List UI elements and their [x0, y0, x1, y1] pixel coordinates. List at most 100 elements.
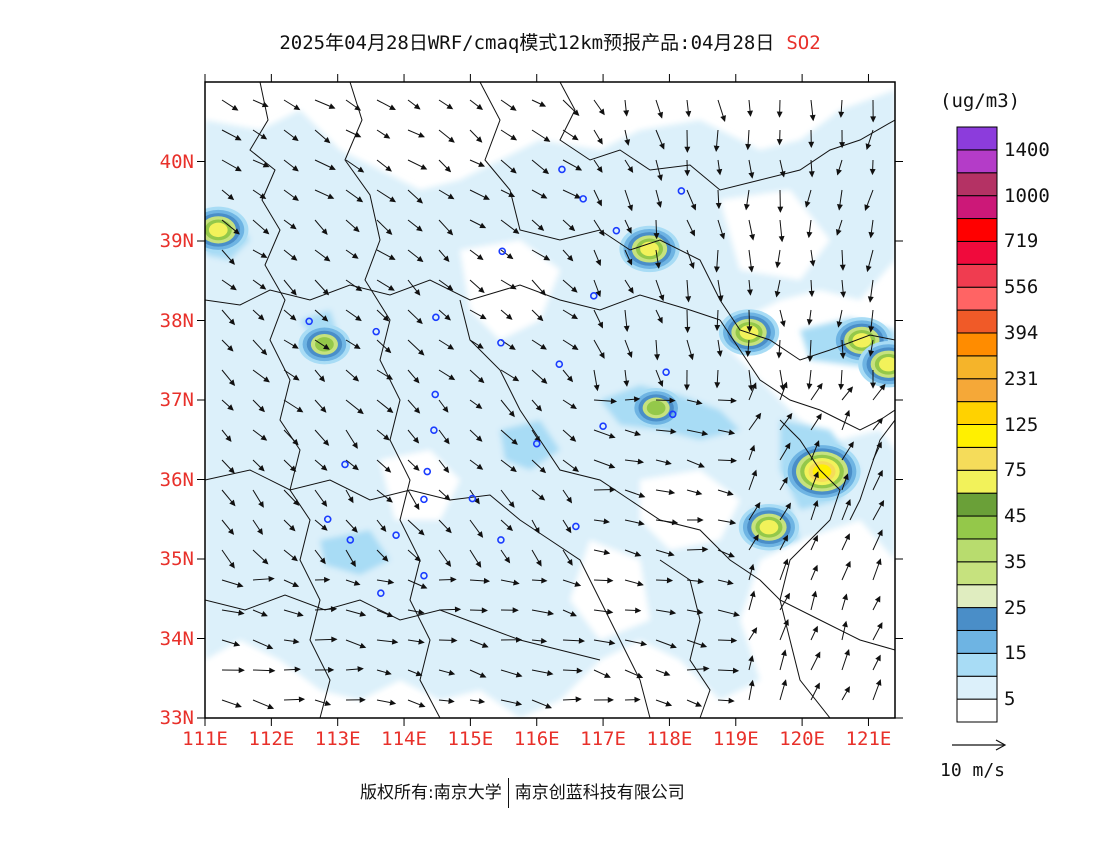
wind-arrow-head [413, 103, 421, 110]
hotspot-ring [208, 222, 228, 238]
legend-label: 1000 [1004, 184, 1050, 207]
wind-arrow-head [354, 104, 362, 111]
wind-arrow-head [566, 375, 574, 383]
wind-arrow-head [446, 103, 454, 110]
wind-arrow-head [843, 473, 849, 481]
wind-arrow-head [320, 406, 327, 413]
wind-arrow-head [685, 296, 692, 303]
wind-arrow-head [842, 593, 848, 601]
wind-arrow-head [450, 576, 457, 583]
wind-arrow-head [353, 580, 361, 586]
wind-arrow-head [806, 383, 813, 390]
wind-arrow-head [418, 638, 425, 645]
wind-arrow-head [539, 466, 547, 474]
wind-arrow-head [808, 171, 815, 178]
wind-arrow-head [845, 499, 851, 506]
wind-arrow-head [509, 104, 517, 111]
wind-arrow-head [657, 174, 663, 182]
wind-arrow-head [260, 434, 268, 441]
lon-label: 121E [845, 728, 892, 750]
pollutant-name: SO2 [786, 32, 821, 54]
wind-arrow-head [571, 313, 579, 320]
wind-arrow-head [608, 462, 616, 469]
wind-arrow-head [804, 201, 811, 208]
wind-arrow-head [714, 324, 721, 332]
wind-vectors [221, 99, 886, 710]
wind-arrow-head [716, 168, 723, 176]
wind-arrow-head [508, 501, 515, 508]
wind-arrow-head [228, 318, 236, 326]
wind-arrow-head [412, 436, 420, 444]
wind-arrow-head [420, 583, 428, 589]
wind-arrow-head [229, 499, 236, 507]
wind-arrow-head [389, 196, 397, 203]
wind-arrow-head [603, 549, 611, 556]
wind-arrow-head [593, 384, 600, 392]
wind-arrow-head [238, 667, 245, 674]
wind-arrow-head [669, 609, 677, 616]
wind-arrow-head [293, 638, 300, 645]
wind-arrow-head [751, 627, 758, 634]
wind-arrow-head [321, 315, 329, 322]
wind-arrow-head [752, 534, 759, 542]
wind-arrow-head [448, 669, 456, 676]
wind-arrow-head [292, 499, 300, 506]
wind-arrow-head [749, 233, 755, 241]
wind-arrow-head [697, 578, 705, 585]
wind-arrow-head [748, 266, 755, 273]
wind-arrow-head [475, 402, 483, 409]
wind-arrow-head [477, 531, 484, 538]
wind-arrow-head [869, 168, 876, 176]
wind-arrow-head [231, 104, 239, 111]
city-marker [668, 410, 677, 419]
wind-arrow-head [357, 166, 365, 173]
wind-arrow-head [782, 534, 788, 542]
wind-arrow-head [266, 643, 274, 650]
wind-arrow-head [416, 317, 423, 325]
lat-label: 36N [159, 468, 194, 491]
wind-arrow-head [291, 134, 299, 142]
wind-arrow-head [385, 669, 392, 676]
wind-arrow-head [389, 699, 397, 706]
wind-arrow-head [690, 203, 697, 211]
wind-arrow-head [814, 682, 820, 690]
wind-arrow-head [813, 471, 819, 479]
wind-arrow-head [658, 294, 665, 302]
wind-arrow-head [509, 283, 517, 290]
wind-arrow-head [836, 204, 843, 211]
wind-arrow-head [874, 595, 881, 603]
wind-arrow-head [327, 193, 335, 199]
wind-arrow-head [388, 254, 396, 260]
wind-arrow-head [289, 314, 297, 321]
wind-arrow-head [261, 101, 269, 108]
wind-arrow-head [838, 111, 845, 118]
wind-arrow-head [607, 577, 614, 584]
legend-swatch [956, 172, 998, 197]
wind-arrow-head [702, 546, 709, 553]
wind-arrow-head [623, 380, 630, 387]
wind-arrow-head [748, 563, 755, 571]
wind-arrow-head [781, 679, 788, 686]
wind-arrow-head [386, 374, 394, 380]
wind-arrow-head [359, 611, 367, 617]
wind-arrow-head [478, 286, 485, 294]
wind-arrow-head [835, 228, 842, 236]
wind-arrow-head [565, 526, 572, 534]
wind-arrow-head [442, 406, 449, 413]
wind-arrow-head [839, 352, 846, 360]
lon-label: 113E [314, 728, 361, 750]
wind-arrow-head [420, 164, 428, 170]
wind-arrow-head [289, 465, 297, 472]
wind-arrow-head [624, 139, 631, 146]
wind-arrow-head [719, 232, 726, 240]
wind-arrow-head [384, 466, 392, 473]
wind-arrow-head [667, 550, 675, 557]
axis-ticks [197, 74, 903, 726]
wind-arrow-head [603, 518, 610, 525]
city-marker [558, 165, 566, 174]
wind-arrow-head [637, 580, 644, 587]
wind-arrow-head [296, 406, 304, 413]
wind-arrow-head [703, 665, 710, 672]
wind-arrow-head [875, 654, 881, 662]
